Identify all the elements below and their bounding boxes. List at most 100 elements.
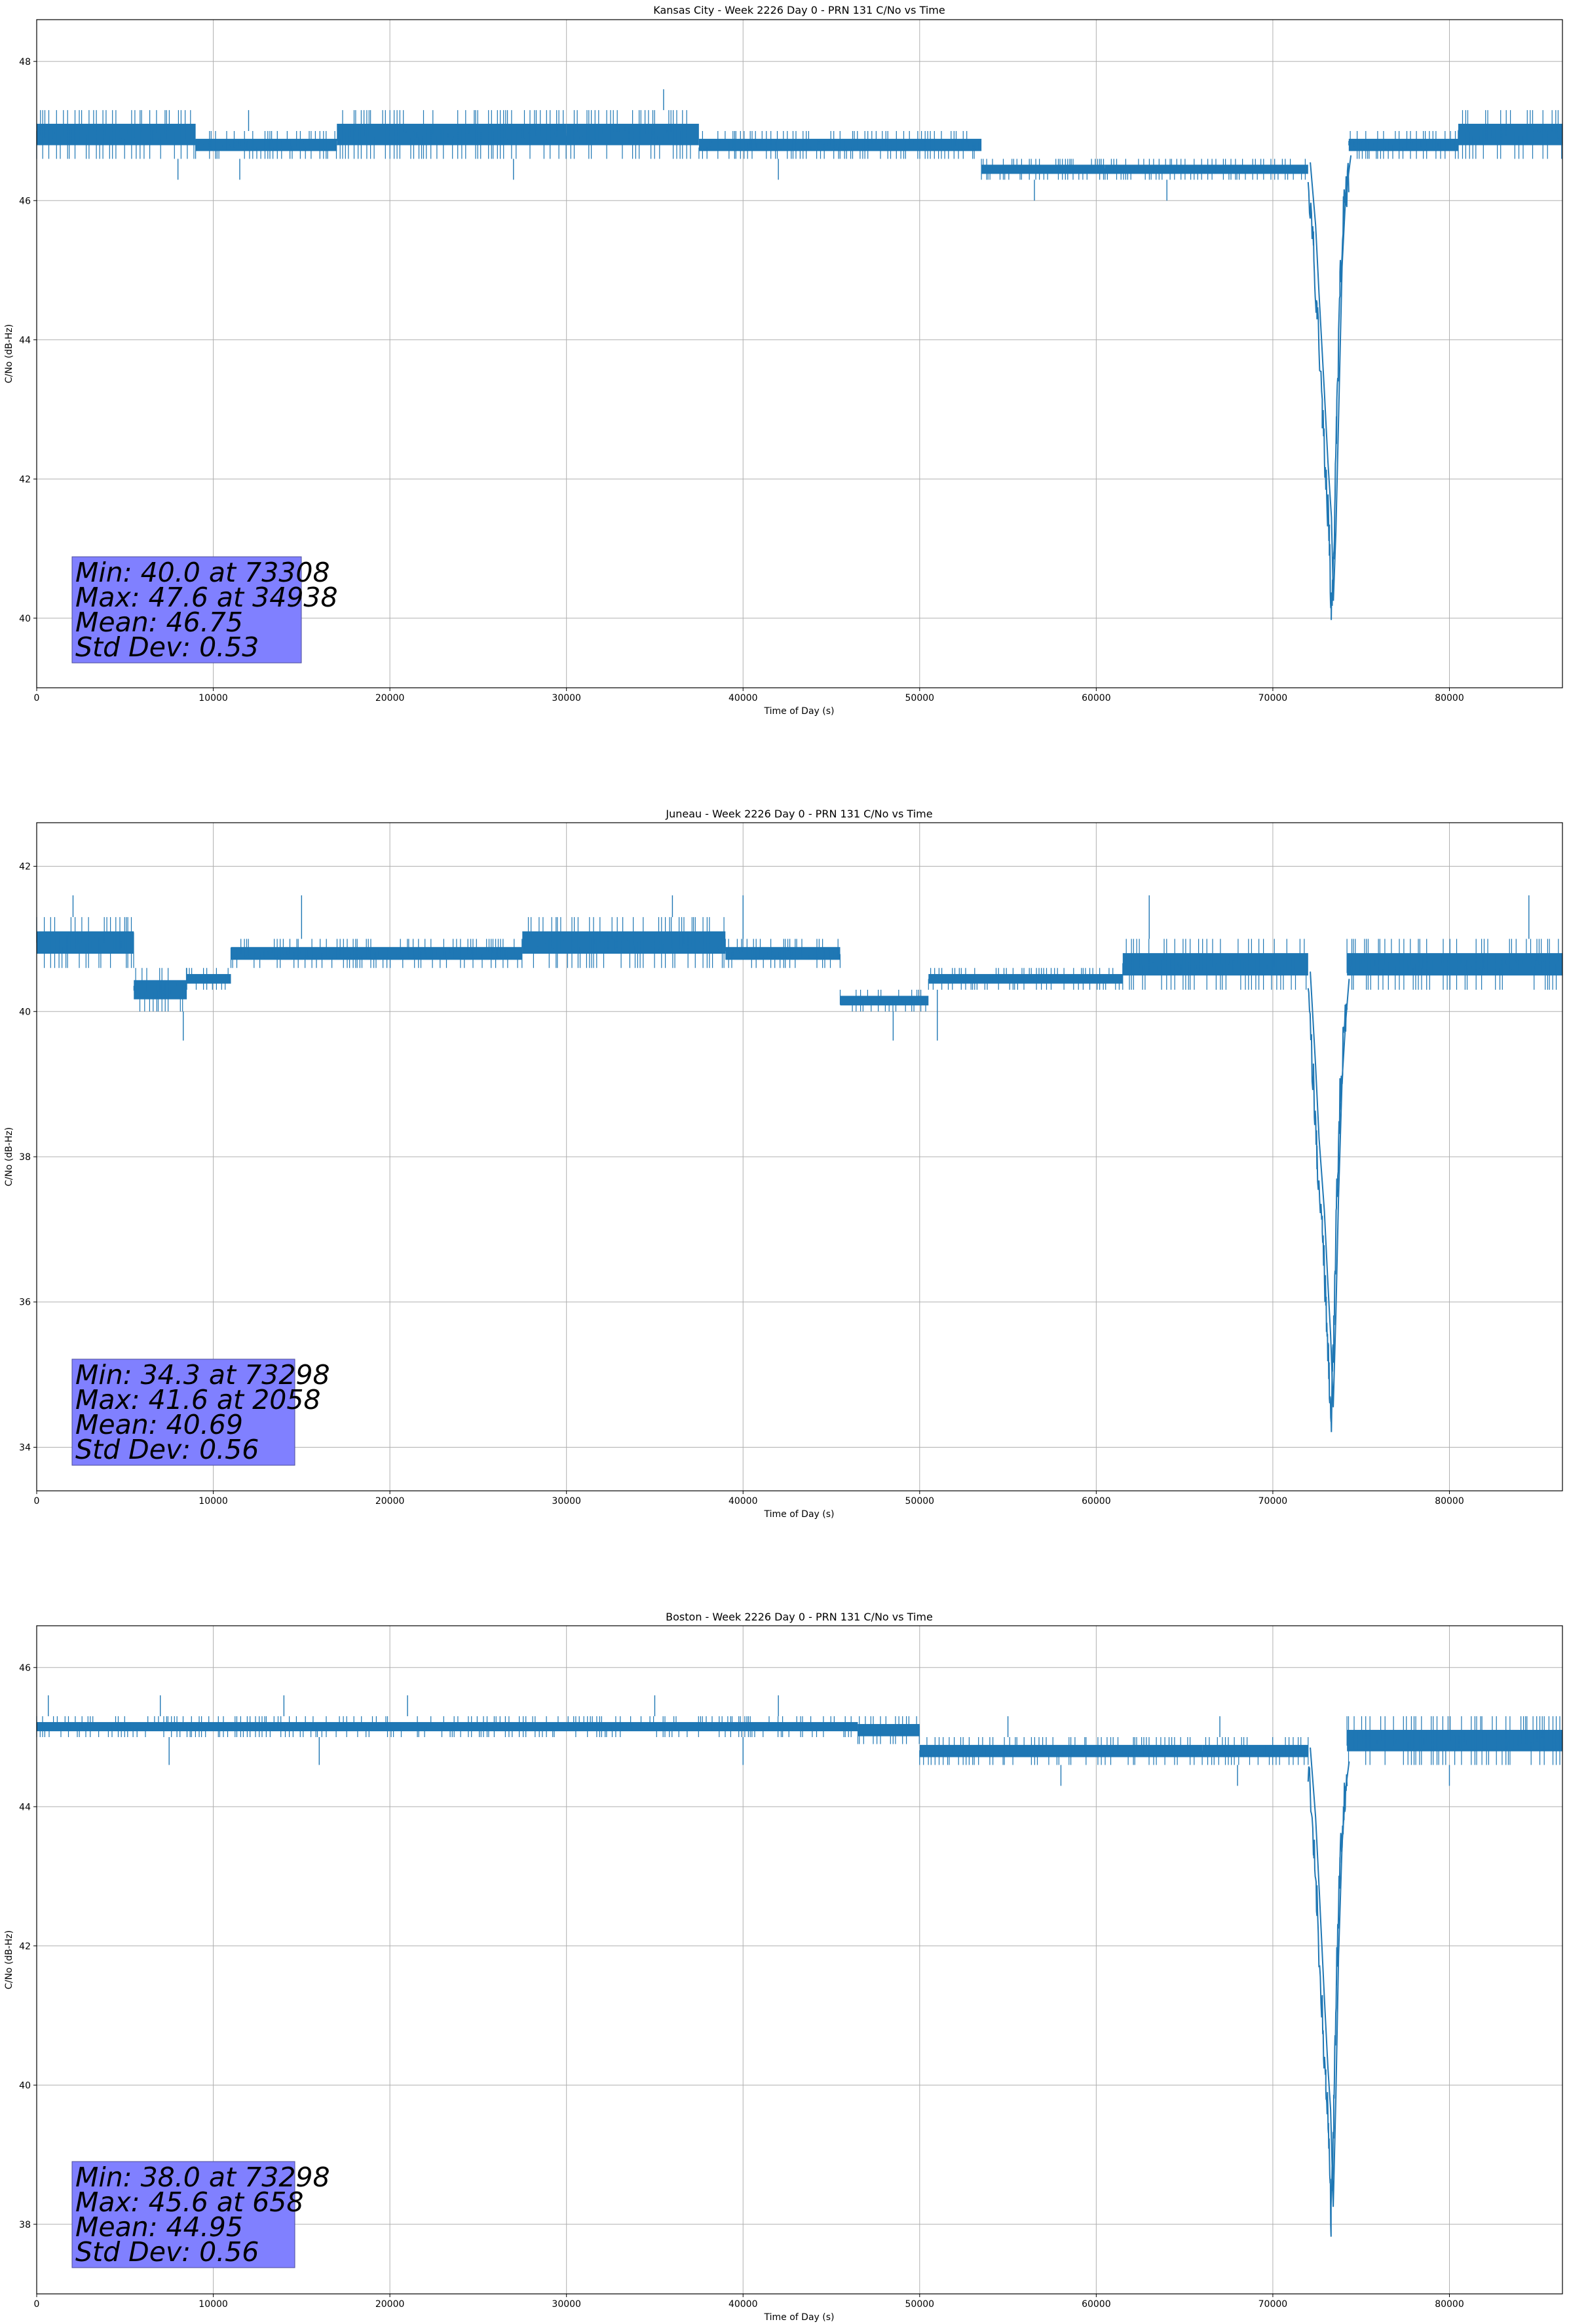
data-series bbox=[36, 89, 1562, 620]
series-line bbox=[928, 967, 1120, 990]
series-band bbox=[337, 123, 567, 145]
series-band bbox=[37, 1722, 858, 1732]
series-line bbox=[186, 967, 229, 990]
y-tick-label: 42 bbox=[19, 862, 31, 872]
series-line bbox=[1105, 159, 1306, 180]
y-axis-label: C/No (dB-Hz) bbox=[4, 1127, 14, 1186]
series-band bbox=[134, 980, 187, 1000]
x-tick-label: 50000 bbox=[905, 693, 935, 703]
x-axis-ticks: 0 10000 20000 30000 40000 50000 60000 70000 8000… bbox=[34, 1491, 1464, 1507]
series-line bbox=[1348, 131, 1459, 159]
x-tick-label: 40000 bbox=[728, 2299, 758, 2310]
x-axis-ticks: 0 10000 20000 30000 40000 50000 60000 70000 8000… bbox=[34, 2294, 1464, 2310]
series-band bbox=[981, 164, 1105, 174]
stats-box: Min: 34.3 at 73298 Max: 41.6 at 2058 Mea… bbox=[71, 1359, 330, 1466]
x-tick-label: 50000 bbox=[905, 1496, 935, 1507]
y-axis-label: C/No (dB-Hz) bbox=[4, 324, 14, 383]
series-line bbox=[521, 917, 725, 968]
series-dip-line bbox=[1307, 162, 1350, 620]
stats-mean: Mean: 46.75 bbox=[75, 607, 243, 638]
series-dip-line bbox=[1307, 988, 1348, 1433]
series-line bbox=[981, 159, 1105, 180]
x-tick-label: 0 bbox=[34, 693, 40, 703]
chart-kansas-city: Kansas City - Week 2226 Day 0 - PRN 131 … bbox=[4, 4, 1563, 717]
chart-boston: Boston - Week 2226 Day 0 - PRN 131 C/No … bbox=[4, 1611, 1563, 2323]
y-tick-label: 42 bbox=[19, 1941, 31, 1952]
stats-box: Min: 38.0 at 73298 Max: 45.6 at 658 Mean… bbox=[71, 2161, 330, 2268]
series-band bbox=[195, 138, 337, 151]
y-tick-label: 46 bbox=[19, 1663, 31, 1674]
y-axis-ticks: 34 36 38 40 42 bbox=[19, 862, 37, 1453]
stats-min: Min: 38.0 at 73298 bbox=[75, 2162, 330, 2193]
series-line bbox=[1346, 1716, 1560, 1765]
series-line bbox=[1346, 939, 1562, 990]
series-line bbox=[566, 110, 696, 159]
x-tick-label: 10000 bbox=[198, 1496, 228, 1507]
x-tick-label: 10000 bbox=[198, 693, 228, 703]
series-line bbox=[230, 939, 523, 968]
y-tick-label: 36 bbox=[19, 1298, 31, 1308]
x-tick-label: 80000 bbox=[1435, 1496, 1464, 1507]
series-band bbox=[1122, 953, 1308, 976]
stats-max: Max: 41.6 at 2058 bbox=[75, 1384, 321, 1415]
series-line bbox=[857, 1716, 920, 1744]
y-tick-label: 34 bbox=[19, 1442, 31, 1453]
stats-mean: Mean: 40.69 bbox=[75, 1409, 243, 1440]
x-axis-label: Time of Day (s) bbox=[764, 2312, 835, 2323]
x-tick-label: 20000 bbox=[375, 2299, 405, 2310]
x-tick-label: 70000 bbox=[1258, 2299, 1288, 2310]
x-tick-label: 70000 bbox=[1258, 1496, 1288, 1507]
y-tick-label: 42 bbox=[19, 474, 31, 485]
x-tick-label: 0 bbox=[34, 2299, 40, 2310]
series-band bbox=[187, 974, 231, 984]
series-line bbox=[195, 131, 337, 159]
y-axis-ticks: 38 40 42 44 46 bbox=[19, 1663, 37, 2230]
series-line bbox=[1458, 110, 1562, 159]
series-line bbox=[725, 939, 841, 968]
x-tick-label: 80000 bbox=[1435, 693, 1464, 703]
stats-mean: Mean: 44.95 bbox=[75, 2211, 243, 2243]
series-band bbox=[37, 931, 134, 954]
x-tick-label: 20000 bbox=[375, 1496, 405, 1507]
x-tick-label: 30000 bbox=[552, 693, 581, 703]
stats-box-background bbox=[71, 1359, 295, 1466]
x-tick-label: 10000 bbox=[198, 2299, 228, 2310]
y-tick-label: 44 bbox=[19, 335, 31, 346]
x-tick-label: 30000 bbox=[552, 2299, 581, 2310]
y-tick-label: 38 bbox=[19, 1152, 31, 1163]
y-axis-ticks: 40 42 44 46 48 bbox=[19, 57, 37, 624]
x-tick-label: 60000 bbox=[1082, 693, 1111, 703]
y-tick-label: 38 bbox=[19, 2220, 31, 2230]
data-series bbox=[36, 1695, 1562, 2237]
series-dip-line bbox=[1310, 971, 1350, 1408]
series-line bbox=[336, 110, 567, 159]
stats-box: Min: 40.0 at 73308 Max: 47.6 at 34938 Me… bbox=[71, 556, 338, 664]
series-line bbox=[133, 967, 187, 1012]
x-tick-label: 0 bbox=[34, 1496, 40, 1507]
chart-title: Kansas City - Week 2226 Day 0 - PRN 131 … bbox=[653, 4, 945, 16]
y-tick-label: 40 bbox=[19, 2080, 31, 2091]
series-dip-line bbox=[1310, 155, 1352, 601]
x-axis-label: Time of Day (s) bbox=[764, 706, 835, 717]
y-tick-label: 40 bbox=[19, 614, 31, 624]
x-axis-ticks: 0 10000 20000 30000 40000 50000 60000 70000 8000… bbox=[34, 688, 1464, 703]
y-axis-label: C/No (dB-Hz) bbox=[4, 1930, 14, 1989]
stats-max: Max: 45.6 at 658 bbox=[75, 2186, 303, 2218]
stats-std-dev: Std Dev: 0.56 bbox=[75, 1434, 259, 1465]
x-tick-label: 60000 bbox=[1082, 1496, 1111, 1507]
series-line bbox=[698, 131, 979, 159]
x-axis-label: Time of Day (s) bbox=[764, 1509, 835, 1520]
series-band bbox=[928, 974, 1123, 984]
stats-max: Max: 47.6 at 34938 bbox=[75, 582, 338, 613]
series-dip-line bbox=[1310, 1747, 1350, 2207]
series-dip-line bbox=[1307, 1766, 1348, 2237]
series-band bbox=[1347, 953, 1562, 976]
chart-title: Juneau - Week 2226 Day 0 - PRN 131 C/No … bbox=[665, 808, 932, 820]
series-band bbox=[919, 1744, 1203, 1757]
series-band bbox=[1348, 138, 1458, 151]
x-tick-label: 30000 bbox=[552, 1496, 581, 1507]
y-tick-label: 40 bbox=[19, 1007, 31, 1017]
series-band bbox=[725, 946, 841, 960]
series-band bbox=[840, 996, 929, 1005]
